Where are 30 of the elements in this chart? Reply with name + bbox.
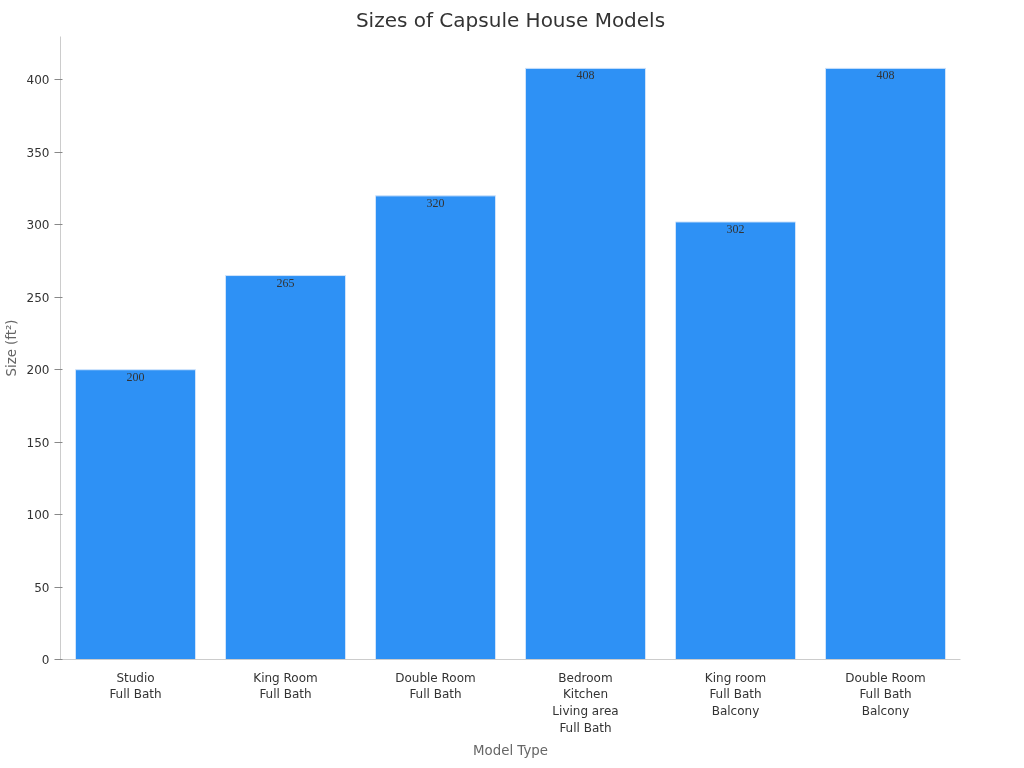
- x-tick-label: Double Room Full Bath Balcony: [845, 670, 926, 719]
- y-tick-label: 350: [26, 145, 50, 160]
- bar: [825, 67, 946, 660]
- chart-title: Sizes of Capsule House Models: [355, 7, 666, 32]
- x-tick-label: King Room Full Bath: [253, 670, 318, 702]
- y-tick-label: 0: [41, 653, 50, 667]
- x-tick-label: King room Full Bath Balcony: [704, 670, 767, 719]
- x-axis-title: Model Type: [473, 742, 548, 758]
- bar: [75, 369, 196, 660]
- bar: [675, 221, 796, 660]
- bar: [225, 275, 346, 660]
- x-tick-label: Double Room Full Bath: [395, 670, 476, 702]
- y-tick-label: 250: [26, 290, 50, 305]
- y-tick-label: 200: [26, 363, 50, 378]
- data-label: 408: [576, 68, 595, 83]
- y-axis-title: Size (ft²): [3, 319, 19, 377]
- bar: [525, 67, 646, 660]
- data-label: 408: [876, 68, 895, 83]
- data-label: 320: [426, 195, 445, 210]
- data-label: 200: [126, 369, 145, 384]
- x-tick-label: Bedroom Kitchen Living area Full Bath: [552, 670, 619, 735]
- y-tick-label: 150: [26, 435, 50, 450]
- y-tick-label: 400: [26, 73, 50, 88]
- data-label: 302: [726, 221, 745, 236]
- bar: [375, 195, 496, 660]
- x-tick-label: Studio Full Bath: [109, 670, 162, 702]
- y-tick-label: 300: [26, 218, 50, 233]
- y-tick-label: 50: [34, 580, 50, 595]
- data-label: 265: [276, 275, 295, 290]
- y-tick-label: 100: [26, 508, 50, 523]
